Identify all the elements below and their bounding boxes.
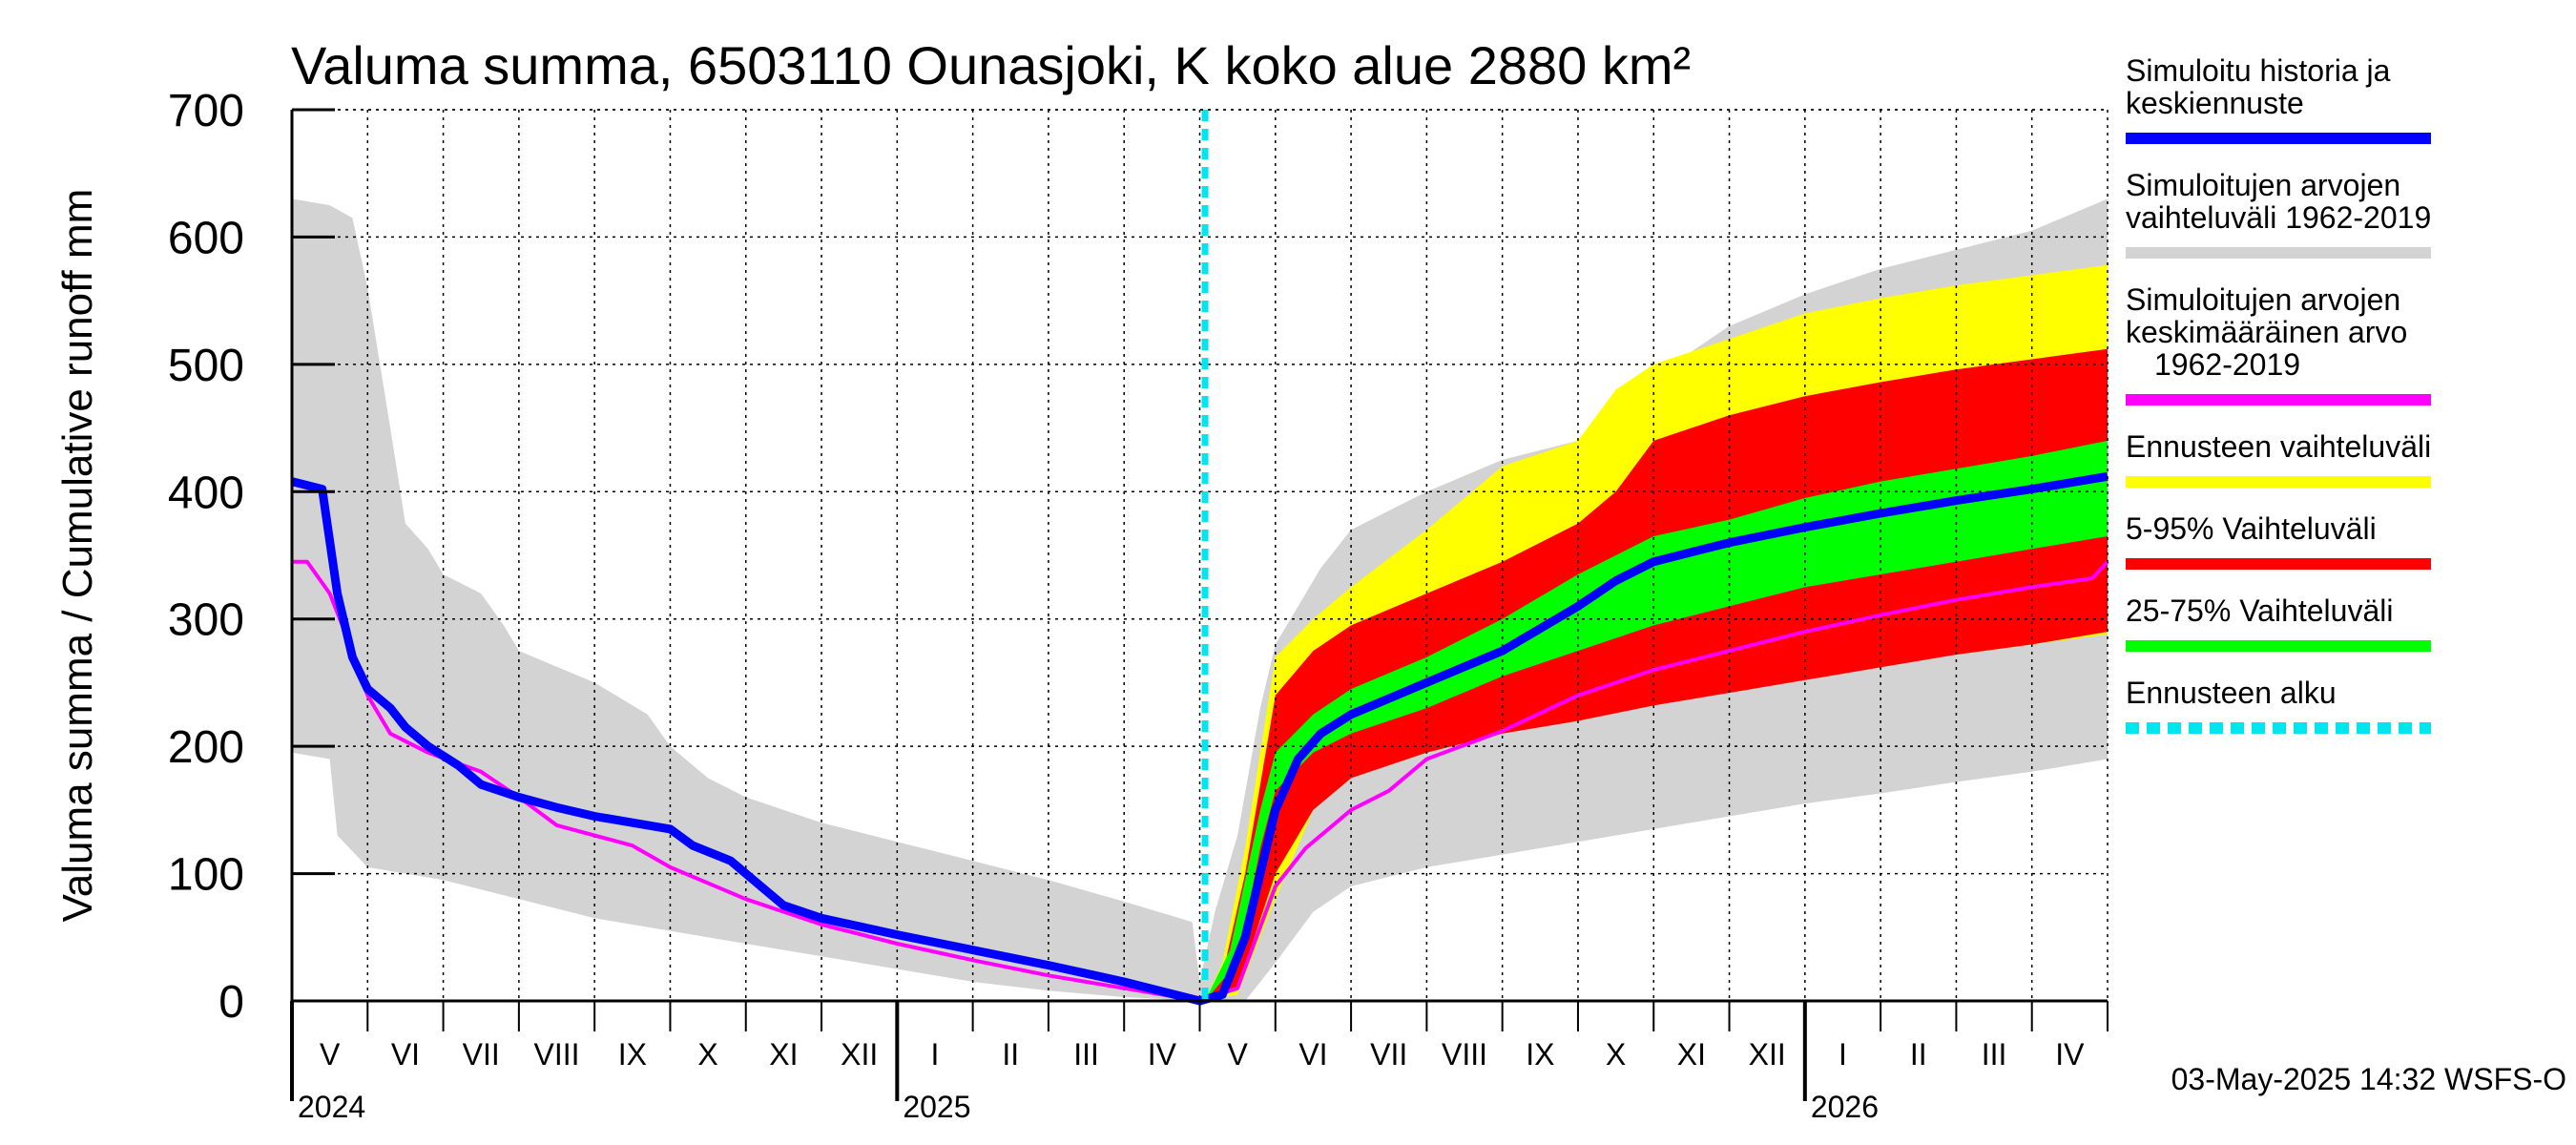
plot-area [290, 109, 2109, 1006]
legend-label: 1962-2019 [2154, 347, 2300, 382]
y-tick-label: 500 [168, 341, 244, 391]
x-month-label: I [931, 1037, 940, 1072]
legend-label: keskiennuste [2126, 86, 2304, 120]
legend-label: vaihteluväli 1962-2019 [2126, 200, 2431, 235]
legend-label: Simuloitu historia ja [2126, 53, 2391, 88]
x-year-label: 2025 [903, 1090, 970, 1124]
x-month-label: VIII [1442, 1037, 1487, 1072]
x-year-label: 2024 [298, 1090, 365, 1124]
legend-label: Simuloitujen arvojen [2126, 282, 2400, 317]
y-tick-label: 0 [218, 977, 244, 1028]
x-month-label: VIII [534, 1037, 580, 1072]
y-axis-label: Valuma summa / Cumulative runoff mm [54, 189, 101, 923]
legend-label: keskimääräinen arvo [2126, 315, 2407, 349]
x-month-label: XII [1749, 1037, 1786, 1072]
legend-label: Ennusteen vaihteluväli [2126, 429, 2431, 464]
series-line-sim_history [290, 471, 2109, 1006]
y-tick-label: 600 [168, 213, 244, 263]
y-tick-label: 100 [168, 850, 244, 901]
x-month-label: X [1606, 1037, 1626, 1072]
x-month-label: VII [1370, 1037, 1407, 1072]
x-month-label: VI [391, 1037, 420, 1072]
x-month-label: I [1839, 1037, 1847, 1072]
x-month-label: V [1227, 1037, 1248, 1072]
y-tick-label: 200 [168, 722, 244, 773]
x-month-label: III [1982, 1037, 2007, 1072]
x-month-label: IV [1148, 1037, 1177, 1072]
x-month-label: IX [1526, 1037, 1554, 1072]
x-month-label: XI [769, 1037, 798, 1072]
x-month-label: X [697, 1037, 717, 1072]
x-month-label: II [1910, 1037, 1927, 1072]
chart-title: Valuma summa, 6503110 Ounasjoki, K koko … [291, 35, 1691, 95]
y-tick-label: 400 [168, 468, 244, 518]
x-month-label: VI [1298, 1037, 1327, 1072]
y-tick-label: 700 [168, 86, 244, 136]
x-year-label: 2026 [1811, 1090, 1879, 1124]
x-month-label: VII [463, 1037, 500, 1072]
series-line-hist_mean [292, 559, 2109, 1003]
legend-label: Simuloitujen arvojen [2126, 168, 2400, 202]
legend-label: Ennusteen alku [2126, 676, 2337, 710]
band-p25_75 [1205, 440, 2108, 1001]
x-month-label: XII [841, 1037, 878, 1072]
x-month-label: XI [1677, 1037, 1706, 1072]
legend-label: 5-95% Vaihteluväli [2126, 511, 2377, 546]
legend-label: 25-75% Vaihteluväli [2126, 593, 2393, 628]
x-month-label: II [1002, 1037, 1019, 1072]
x-month-label: IV [2055, 1037, 2085, 1072]
y-tick-label: 300 [168, 595, 244, 646]
x-month-label: IX [618, 1037, 647, 1072]
x-month-label: III [1073, 1037, 1099, 1072]
x-month-label: V [320, 1037, 341, 1072]
grid [292, 109, 2108, 1001]
timestamp: 03-May-2025 14:32 WSFS-O [2171, 1062, 2566, 1096]
